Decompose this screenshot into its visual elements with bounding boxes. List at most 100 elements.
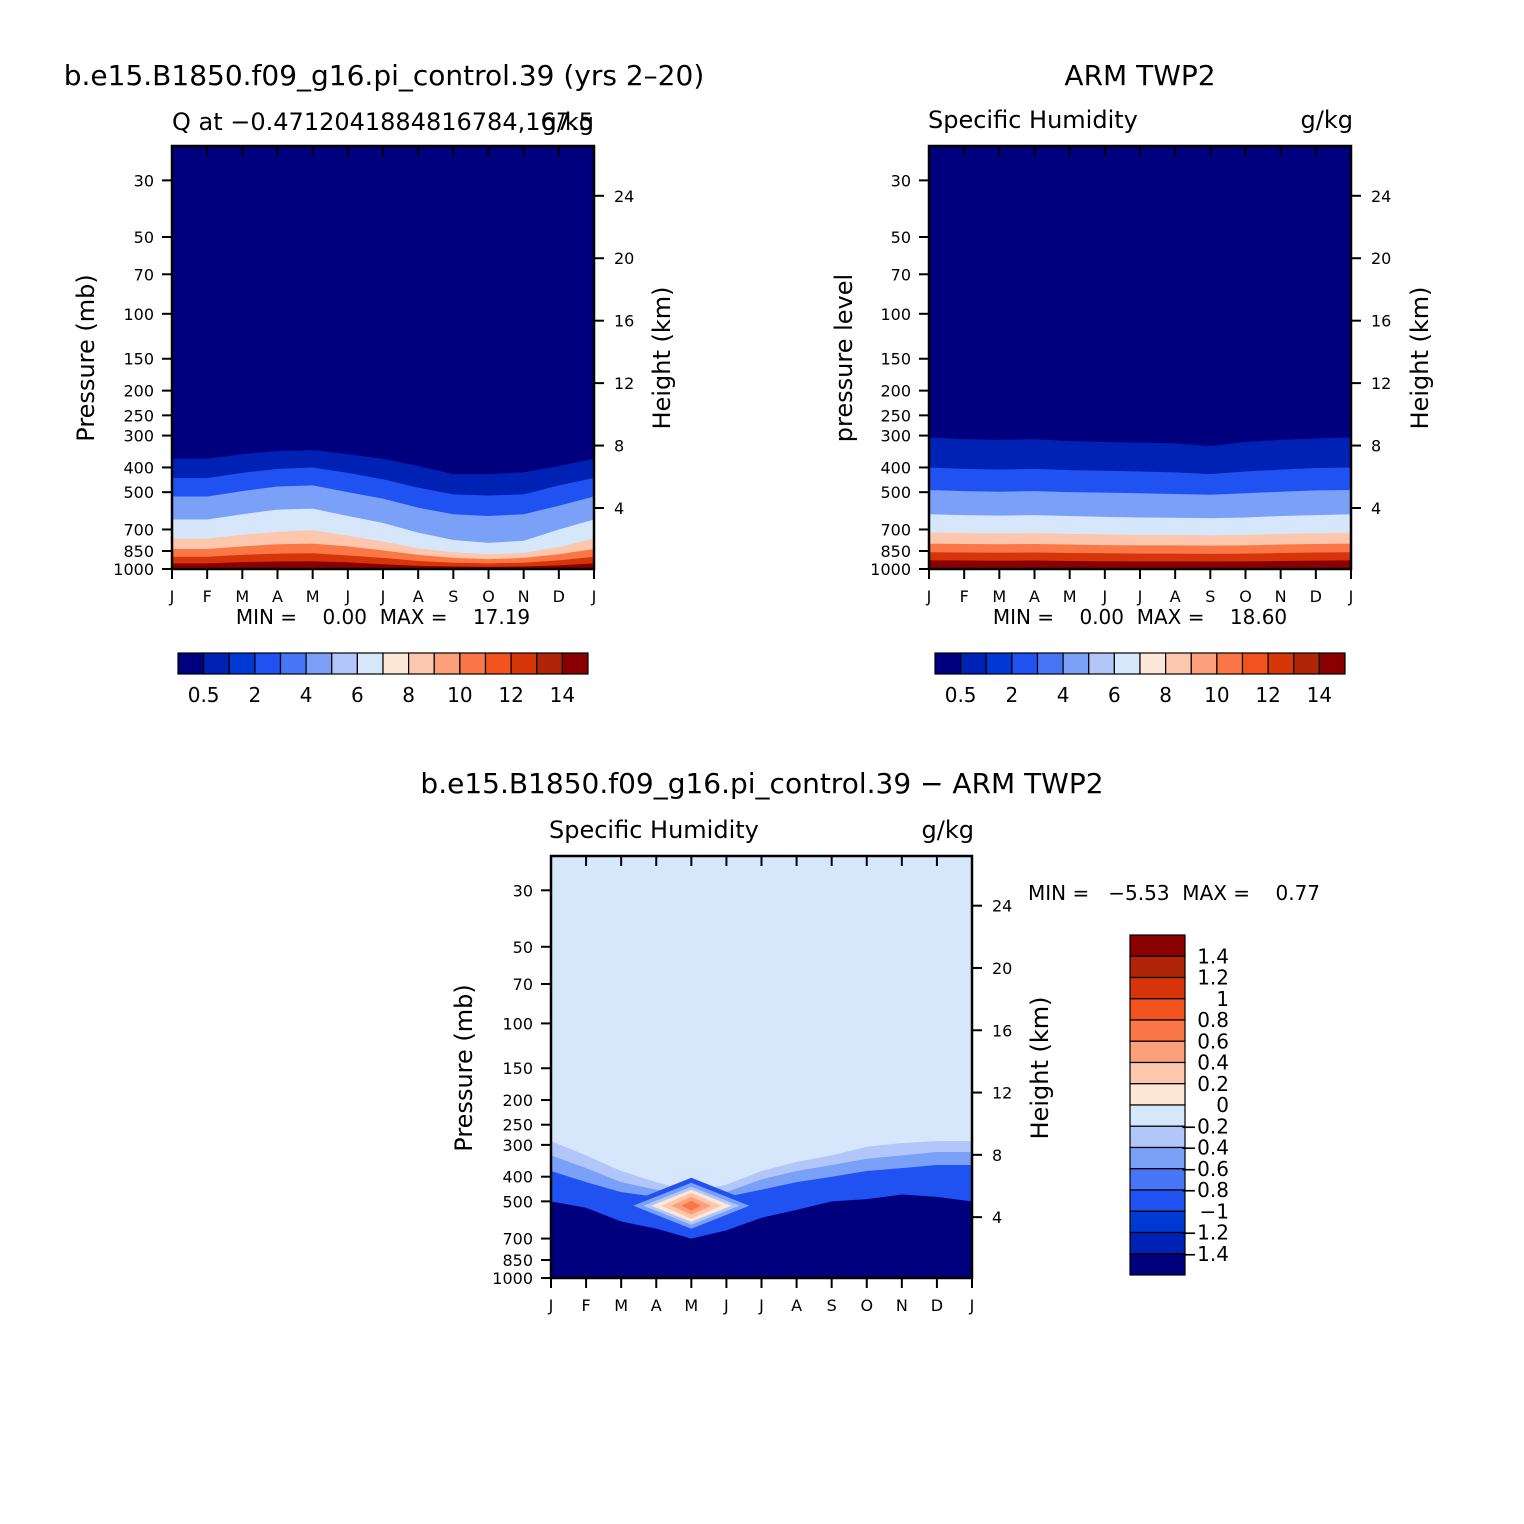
panel2-colorbar-swatch	[1241, 652, 1269, 675]
panel2-colorbar-swatch	[1190, 652, 1218, 675]
panel2-colorbar-swatch	[1216, 652, 1244, 675]
panel3-pressure-label: 400	[502, 1168, 533, 1187]
panel2-pressure-label: 850	[880, 542, 911, 561]
panel1-month-label: S	[448, 587, 458, 606]
panel1-colorbar-label: 0.5	[188, 683, 220, 707]
panel3-ylabel-right: Height (km)	[1026, 997, 1054, 1140]
panel2-colorbar-label: 14	[1307, 683, 1332, 707]
panel1-colorbar-swatch	[382, 652, 410, 675]
panel3-colorbar-swatch	[1129, 1125, 1186, 1149]
panel3-height-label: 20	[992, 959, 1012, 978]
panel2-colorbar-swatch	[1062, 652, 1090, 675]
panel2-pressure-label: 70	[891, 265, 911, 284]
panel2-pressure-label: 300	[880, 427, 911, 446]
panel1-pressure-label: 1000	[113, 560, 154, 579]
panel1-colorbar-swatch	[331, 652, 358, 675]
panel2-pressure-label: 30	[891, 171, 911, 190]
panel1-minmax: MIN = 0.00 MAX = 17.19	[236, 605, 530, 629]
panel3-colorbar-label: 1.2	[1197, 966, 1229, 990]
panel1-colorbar-swatch	[228, 652, 256, 675]
panel1-height-label: 4	[614, 499, 624, 518]
panel3-pressure-label: 850	[502, 1251, 533, 1270]
panel3-colorbar-label: −1.4	[1180, 1242, 1229, 1266]
panel2-ylabel-left: pressure level	[830, 274, 858, 442]
panel3-colorbar-swatch	[1129, 1019, 1186, 1042]
panel1-ylabel-right: Height (km)	[648, 287, 676, 430]
panel3-month-label: J	[758, 1296, 764, 1315]
panel3-colorbar-swatch	[1129, 955, 1186, 979]
panel3-height-label: 4	[992, 1208, 1002, 1227]
panel1-pressure-label: 400	[123, 458, 154, 477]
panel3-title: b.e15.B1850.f09_g16.pi_control.39 − ARM …	[420, 767, 1103, 800]
panel3-units-label: g/kg	[922, 816, 974, 844]
panel3-colorbar-label: −0.8	[1180, 1178, 1229, 1202]
panel2-month-label: J	[1348, 587, 1354, 606]
panel3-colorbar-swatch	[1129, 1168, 1186, 1191]
panel3-colorbar: 1.41.210.80.60.40.20−0.2−0.4−0.6−0.8−1−1…	[1129, 934, 1229, 1276]
panel2-month-label: O	[1239, 587, 1252, 606]
panel3-month-label: D	[931, 1296, 943, 1315]
panel3-colorbar-swatch	[1129, 934, 1186, 957]
panel1-colorbar-label: 8	[402, 683, 415, 707]
panel2-month-label: D	[1310, 587, 1322, 606]
panel3-colorbar-swatch	[1129, 1146, 1186, 1170]
panel2-colorbar-swatch	[1088, 652, 1115, 675]
panel1-colorbar-swatch	[433, 652, 461, 675]
panel3-month-label: F	[581, 1296, 590, 1315]
panel2-colorbar-swatch	[960, 652, 987, 675]
panel1-colorbar-swatch	[561, 652, 589, 675]
panel3-pressure-label: 70	[513, 975, 533, 994]
panel3-height-label: 24	[992, 897, 1012, 916]
panel3-pressure-label: 700	[502, 1230, 533, 1249]
panel3-ylabel-left: Pressure (mb)	[450, 984, 478, 1151]
panel2-colorbar-swatch	[1011, 652, 1039, 675]
panel2-band	[929, 560, 1351, 569]
panel1-colorbar-swatch	[408, 652, 435, 675]
panel1-pressure-label: 70	[134, 265, 154, 284]
panel1-colorbar-swatch	[510, 652, 538, 675]
panel3-month-label: J	[548, 1296, 554, 1315]
panel3-colorbar-label: 1.4	[1197, 944, 1229, 968]
panel3-height-label: 8	[992, 1146, 1002, 1165]
panel3-pressure-label: 200	[502, 1091, 533, 1110]
panel1-colorbar-swatch	[279, 652, 307, 675]
panel1-month-label: M	[306, 587, 320, 606]
panel3-colorbar-swatch	[1129, 1040, 1186, 1064]
panel2-height-label: 4	[1371, 499, 1381, 518]
panel1-pressure-label: 100	[123, 305, 154, 324]
panel1-colorbar-label: 6	[351, 683, 364, 707]
panel1-pressure-label: 250	[123, 406, 154, 425]
panel1-pressure-label: 30	[134, 171, 154, 190]
panel2-pressure-label: 1000	[870, 560, 911, 579]
panel2-colorbar-swatch	[1139, 652, 1167, 675]
panel1-colorbar-swatch	[254, 652, 282, 675]
panel1-colorbar-swatch	[305, 652, 333, 675]
panel2-colorbar-label: 12	[1255, 683, 1280, 707]
panel2-colorbar-swatch	[1113, 652, 1141, 675]
panel3-month-label: A	[651, 1296, 662, 1315]
panel2-colorbar-label: 4	[1057, 683, 1070, 707]
panel1-colorbar-label: 10	[447, 683, 472, 707]
panel2-height-label: 12	[1371, 374, 1391, 393]
panel3-colorbar-label: −1.2	[1180, 1221, 1229, 1245]
panel1-month-label: O	[482, 587, 495, 606]
panel1-ylabel-left: Pressure (mb)	[72, 274, 100, 441]
panel1-colorbar-swatch	[356, 652, 384, 675]
panel3-pressure-label: 300	[502, 1136, 533, 1155]
panel3-colorbar-swatch	[1129, 998, 1186, 1021]
panel1-month-label: J	[169, 587, 175, 606]
panel3-month-label: M	[614, 1296, 628, 1315]
panel2-title: ARM TWP2	[1064, 59, 1215, 92]
panel1-pressure-label: 700	[123, 520, 154, 539]
panel2-pressure-label: 100	[880, 305, 911, 324]
panel2-colorbar-swatch	[1036, 652, 1064, 675]
panel2-colorbar-label: 8	[1159, 683, 1172, 707]
panel3-month-label: J	[723, 1296, 729, 1315]
panel3-pressure-label: 250	[502, 1116, 533, 1135]
panel2-month-label: J	[1101, 587, 1107, 606]
panel3-band	[551, 1194, 972, 1278]
panel3-colorbar-swatch	[1129, 1253, 1186, 1276]
panel1-pressure-label: 850	[123, 542, 154, 561]
